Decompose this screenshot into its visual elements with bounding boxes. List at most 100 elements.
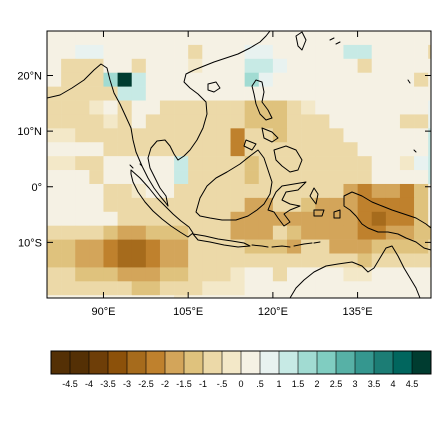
grid-cell (343, 142, 358, 157)
grid-cell (47, 239, 62, 254)
grid-cell (258, 211, 274, 226)
grid-cell (258, 142, 274, 157)
grid-cell (103, 58, 118, 74)
grid-cell (159, 239, 175, 254)
coast-borneo (195, 149, 273, 221)
grid-cell (216, 197, 231, 213)
grid-cell (371, 281, 387, 296)
grid-cell (428, 281, 431, 296)
grid-cell (145, 100, 161, 115)
coast-sulawesi (267, 181, 307, 227)
grid-cell (343, 170, 358, 185)
grid-cell (428, 58, 431, 74)
grid-cell (343, 267, 358, 282)
grid-cell (315, 170, 330, 185)
grid-cell (357, 86, 373, 101)
colorbar-box (317, 351, 337, 374)
axis-ticks: 90°E 105°E 120°E 135°E 20°N 10°N 0° 10°S (17, 31, 431, 318)
grid-cell (61, 197, 76, 213)
grid-cell (75, 239, 90, 254)
grid-cell (371, 225, 387, 240)
grid-cell (385, 170, 401, 185)
grid-cell (329, 281, 344, 296)
grid-cell (343, 183, 358, 199)
grid-cell (230, 295, 245, 298)
grid-cell (287, 156, 302, 171)
grid-cell (174, 295, 189, 298)
grid-cell (230, 31, 245, 46)
grid-cell (385, 142, 401, 157)
grid-cell (174, 281, 189, 296)
colorbar-frame (50, 350, 432, 375)
grid-cell (343, 156, 358, 171)
grid-cell (61, 211, 76, 226)
grid-cell (145, 44, 161, 60)
grid-cell (428, 72, 431, 87)
grid-cell (188, 253, 203, 268)
grid-cell (385, 31, 401, 46)
grid-cell (230, 58, 245, 74)
grid-cell (75, 281, 90, 296)
grid-cell (75, 128, 90, 143)
grid-cell (385, 281, 401, 296)
grid-cell (89, 86, 104, 101)
grid-cell (315, 295, 330, 298)
colorbar-label: 3.5 (368, 379, 381, 389)
coast-hainan (207, 81, 221, 93)
grid-cell (371, 183, 387, 199)
coast-australia (289, 245, 421, 298)
grid-cell (61, 100, 76, 115)
grid-cell (385, 295, 401, 298)
grid-cell (399, 281, 415, 296)
grid-cell (131, 267, 147, 282)
grid-cell (287, 267, 302, 282)
grid-cell (357, 100, 373, 115)
grid-cell (188, 58, 203, 74)
grid-cell (357, 58, 373, 74)
grid-cell (385, 86, 401, 101)
grid-cell (89, 128, 104, 143)
grid-cell (202, 86, 217, 101)
grid-cell (399, 44, 415, 60)
colorbar-label: 1 (276, 379, 281, 389)
grid-cell (385, 114, 401, 129)
grid-cell (329, 44, 344, 60)
grid-cell (414, 295, 429, 298)
grid-cell (329, 72, 344, 87)
grid-cell (145, 142, 161, 157)
colorbar-label: 2.5 (330, 379, 343, 389)
grid-cell (315, 253, 330, 268)
x-tick-label: 135°E (343, 306, 373, 318)
grid-cell (371, 156, 387, 171)
y-tick-label: 10°S (18, 237, 42, 249)
grid-cell (89, 114, 104, 129)
grid-cell (428, 253, 431, 268)
colorbar-box (336, 351, 356, 374)
grid-cell (145, 31, 161, 46)
grid-cell (287, 281, 302, 296)
grid-cell (159, 225, 175, 240)
coast-sumatra (130, 169, 194, 238)
coast-luzon (251, 79, 273, 121)
grid-cell (174, 31, 189, 46)
grid-cell (357, 225, 373, 240)
grid-cell (117, 142, 133, 157)
grid-cell (145, 281, 161, 296)
grid-cell (414, 197, 429, 213)
grid-cell (188, 267, 203, 282)
grid-cell (117, 253, 133, 268)
grid-cell (103, 44, 118, 60)
grid-cell (131, 100, 147, 115)
grid-cell (188, 225, 203, 240)
grid-cell (75, 253, 90, 268)
grid-cell (75, 170, 90, 185)
grid-cell (428, 156, 431, 171)
colorbar-box (298, 351, 318, 374)
colorbar-label: -.5 (217, 379, 228, 389)
grid-cell (385, 72, 401, 87)
grid-cell (343, 128, 358, 143)
colorbar-box (374, 351, 394, 374)
grid-cell (75, 267, 90, 282)
grid-cell (47, 183, 62, 199)
grid-cell (258, 44, 274, 60)
